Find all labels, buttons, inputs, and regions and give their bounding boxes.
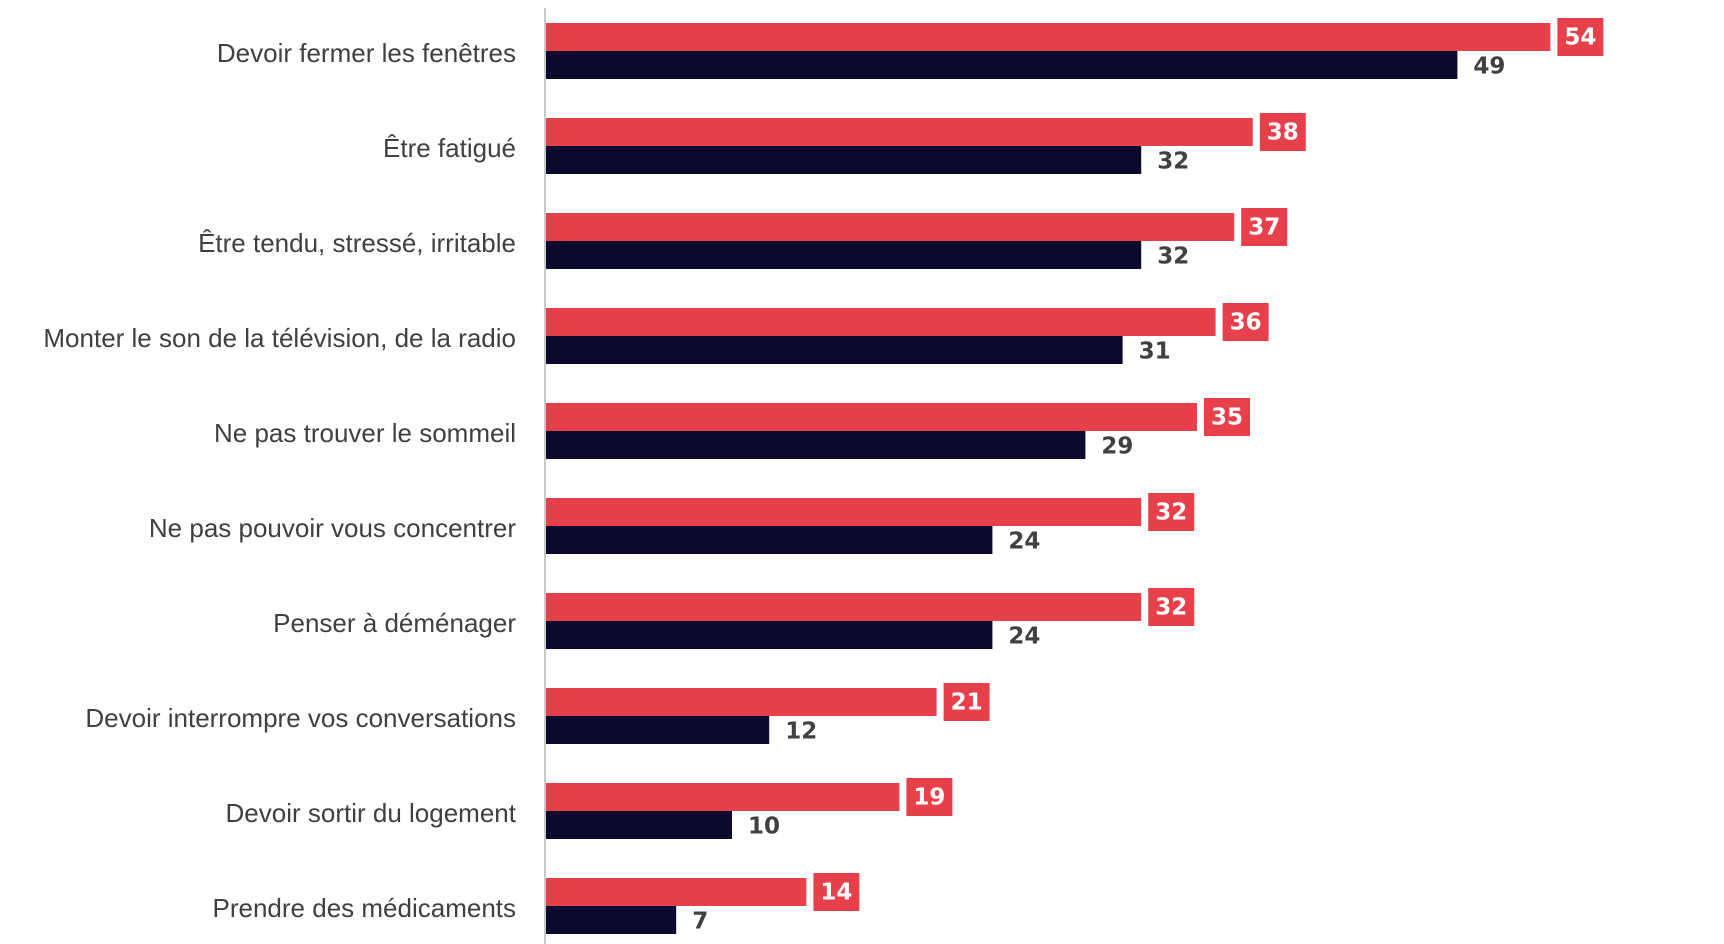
category-label: Devoir interrompre vos conversations: [85, 703, 516, 733]
data-label-box: [1222, 303, 1269, 341]
bar-series-2: [546, 811, 732, 839]
data-label-box: [906, 778, 953, 816]
data-label-series-2: 32: [1157, 149, 1189, 175]
data-label-box: [1259, 113, 1306, 151]
data-label-series-2: 24: [1008, 624, 1040, 650]
data-label-series-1: 32: [1155, 595, 1187, 621]
data-label-series-1: 35: [1211, 405, 1243, 431]
category-label: Ne pas pouvoir vous concentrer: [149, 513, 516, 543]
bar-series-2: [546, 526, 993, 554]
category-label: Ne pas trouver le sommeil: [214, 418, 516, 448]
data-label-box: [1148, 588, 1195, 626]
bars: [546, 23, 1551, 934]
bar-series-2: [546, 716, 770, 744]
category-label: Être tendu, stressé, irritable: [198, 228, 516, 258]
data-label-series-1: 14: [820, 880, 852, 906]
category-label: Devoir sortir du logement: [226, 798, 517, 828]
bar-series-1: [546, 688, 937, 716]
data-label-box: [1241, 208, 1288, 246]
bar-series-2: [546, 906, 677, 934]
data-label-series-1: 19: [913, 785, 945, 811]
data-label-series-2: 29: [1101, 434, 1133, 460]
data-label-box: [813, 873, 860, 911]
data-label-series-1: 54: [1564, 25, 1596, 51]
bar-series-1: [546, 783, 900, 811]
category-label: Être fatigué: [383, 133, 516, 163]
bar-series-2: [546, 241, 1142, 269]
data-label-series-1: 38: [1267, 120, 1299, 146]
data-label-box: [1148, 493, 1195, 531]
bar-series-1: [546, 498, 1142, 526]
bar-series-1: [546, 403, 1197, 431]
data-label-series-2: 7: [692, 909, 708, 935]
bar-series-2: [546, 431, 1086, 459]
data-label-series-2: 24: [1008, 529, 1040, 555]
data-label-series-1: 37: [1248, 215, 1280, 241]
bar-series-1: [546, 878, 807, 906]
data-label-series-2: 31: [1139, 339, 1171, 365]
bar-series-1: [546, 118, 1253, 146]
bar-series-2: [546, 51, 1458, 79]
data-label-series-1: 21: [951, 690, 983, 716]
data-label-series-2: 49: [1473, 54, 1505, 80]
category-label: Monter le son de la télévision, de la ra…: [43, 323, 516, 353]
data-label-series-1: 36: [1230, 310, 1262, 336]
data-label-box: [943, 683, 990, 721]
data-label-series-2: 32: [1157, 244, 1189, 270]
bar-series-2: [546, 621, 993, 649]
data-label-box: [1557, 18, 1604, 56]
category-label: Prendre des médicaments: [213, 893, 516, 923]
data-labels: 54 49 38 32 37 32 36 31 35 29 32 24 32 24 21 12 19 10 14 7: [692, 18, 1604, 935]
data-label-series-2: 12: [785, 719, 817, 745]
category-label: Devoir fermer les fenêtres: [217, 38, 516, 68]
bar-series-1: [546, 213, 1235, 241]
data-label-box: [1204, 398, 1250, 436]
bar-series-2: [546, 146, 1142, 174]
bar-series-2: [546, 336, 1123, 364]
bar-series-1: [546, 23, 1551, 51]
bar-series-1: [546, 308, 1216, 336]
data-label-series-1: 32: [1155, 500, 1187, 526]
category-labels: Devoir fermer les fenêtres Être fatigué Êt…: [43, 38, 516, 923]
category-label: Penser à déménager: [273, 608, 516, 638]
data-label-series-2: 10: [748, 814, 780, 840]
bar-series-1: [546, 593, 1142, 621]
